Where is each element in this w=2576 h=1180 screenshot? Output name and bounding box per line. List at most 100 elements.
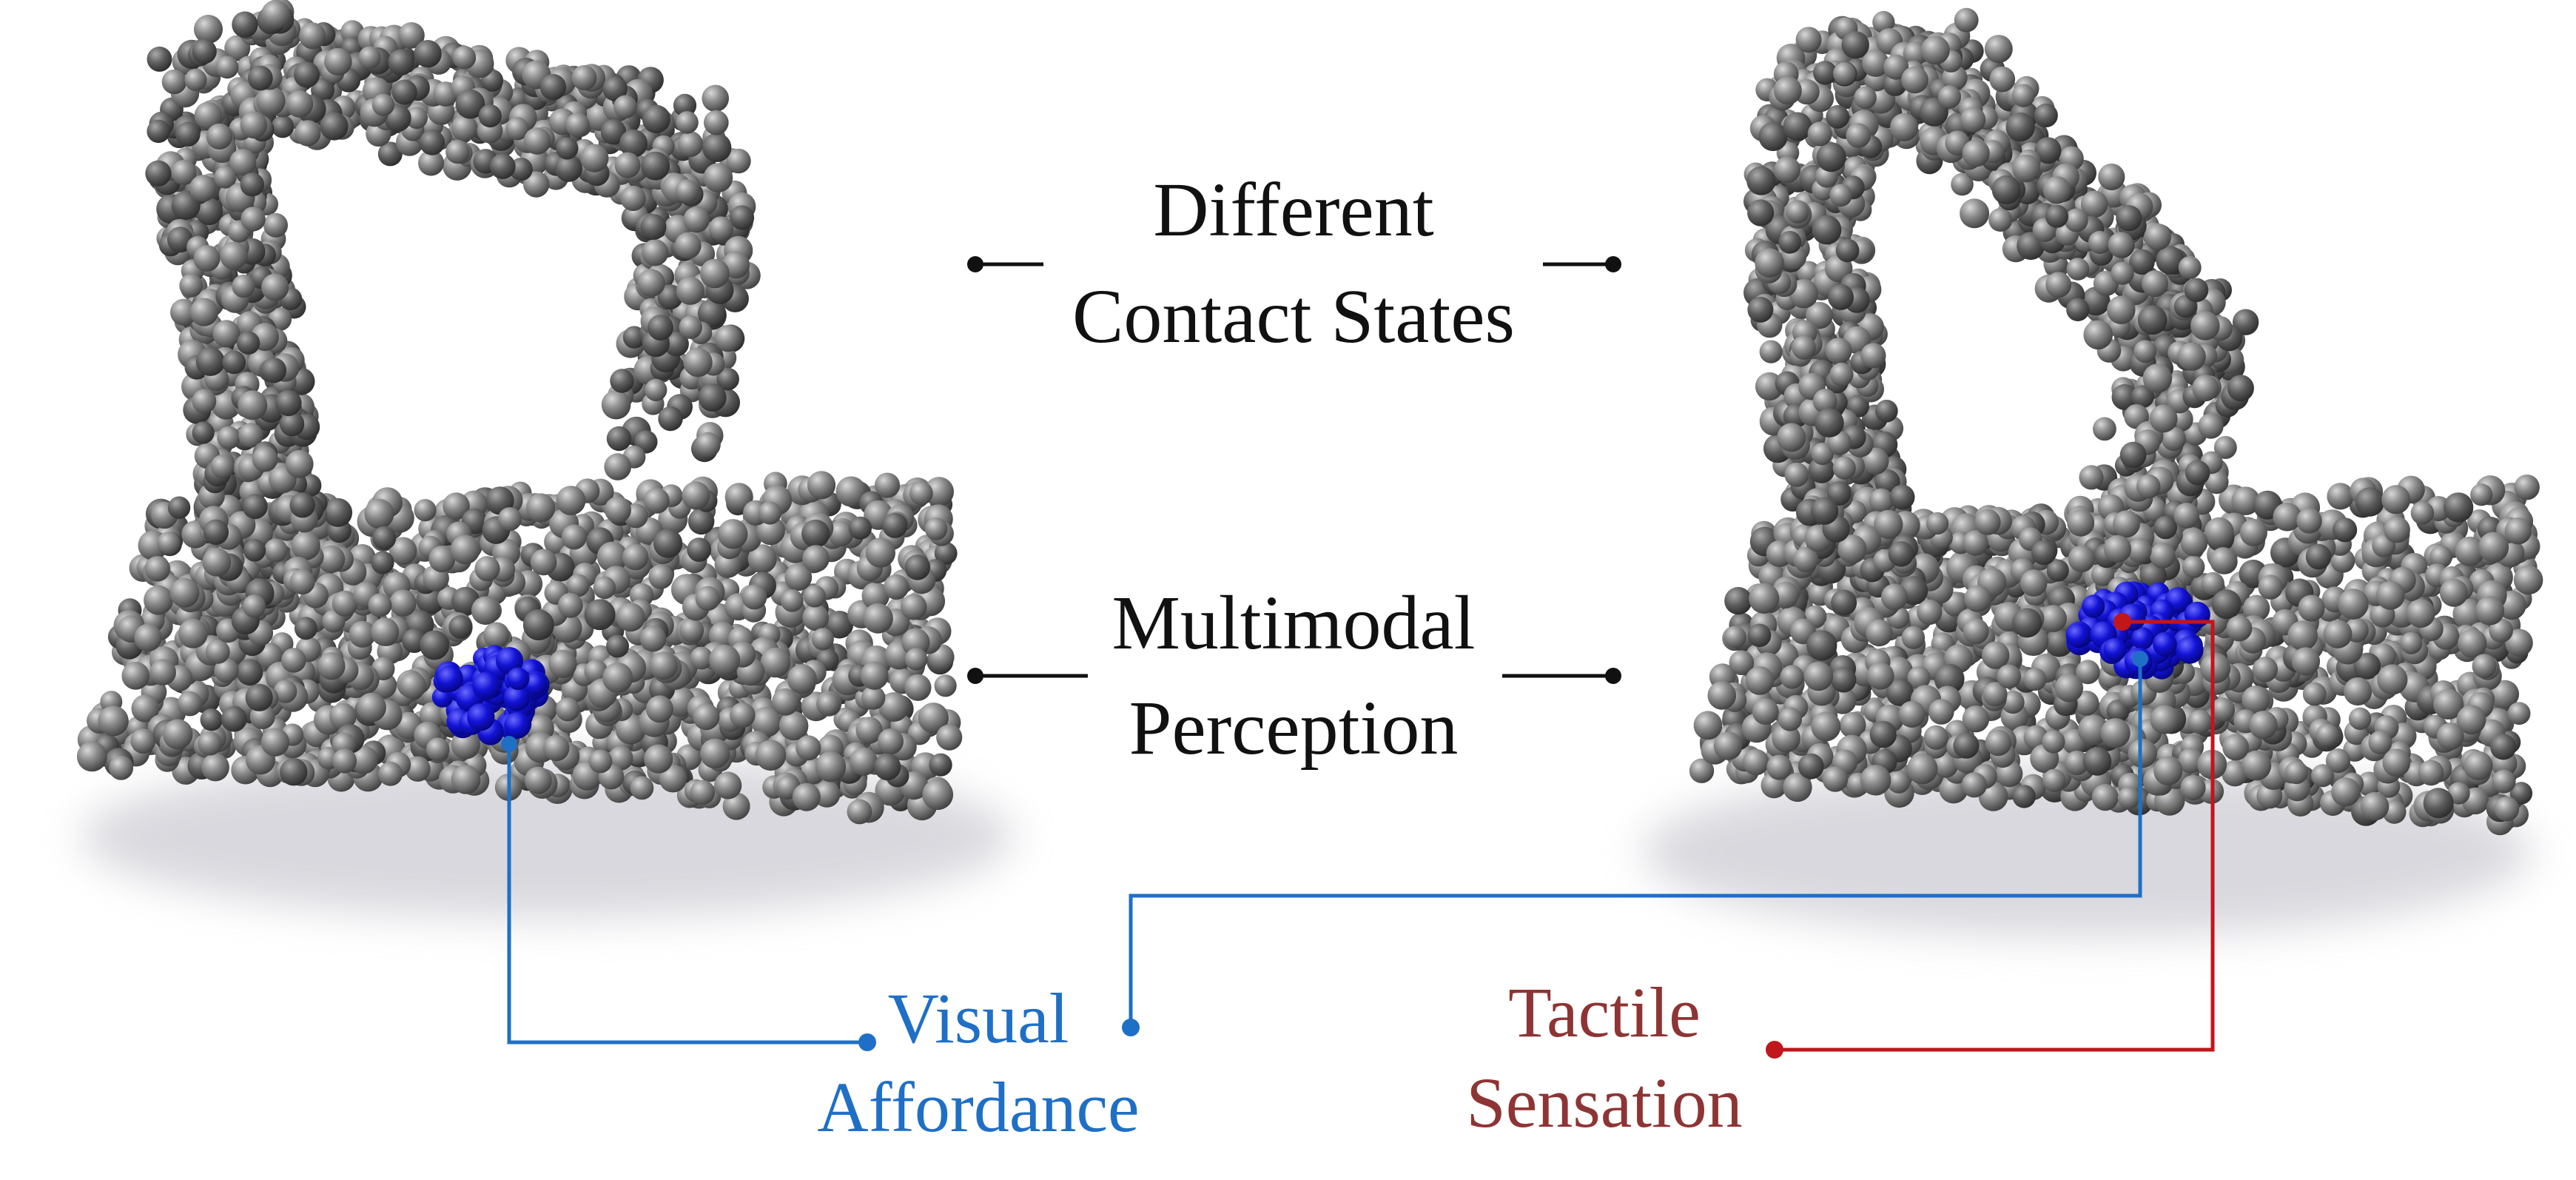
arm-particle (445, 139, 470, 164)
arm-particle (2137, 305, 2168, 335)
arm-particle (279, 412, 305, 437)
plate-particle (2377, 664, 2408, 695)
arm-particle (2182, 555, 2205, 578)
arm-particle (202, 547, 232, 577)
plate-particle (730, 702, 756, 728)
arm-particle (702, 84, 729, 113)
plate-particle (131, 694, 160, 723)
plate-particle (2353, 652, 2381, 680)
plate-particle (245, 683, 273, 711)
arm-particle (1837, 534, 1867, 564)
arm-particle (2088, 230, 2112, 255)
plate-particle (630, 776, 654, 800)
plate-particle (1693, 711, 1723, 740)
arm-particle (240, 111, 268, 139)
plate-particle (2504, 517, 2532, 545)
plate-particle (584, 660, 608, 683)
arm-particle (1758, 121, 1788, 152)
arm-particle (220, 241, 248, 270)
arm-particle (565, 113, 590, 137)
plate-particle (1866, 662, 1894, 690)
contact-particle (2176, 636, 2204, 664)
arm-particle (194, 15, 223, 44)
plate-particle (357, 692, 386, 723)
plate-particle (1887, 770, 1911, 794)
plate-particle (2201, 571, 2224, 596)
plate-particle (2355, 487, 2384, 517)
arm-particle (1860, 343, 1886, 369)
plate-particle (588, 749, 613, 774)
arm-particle (1774, 156, 1801, 184)
plate-particle (1689, 758, 1715, 783)
plate-particle (1985, 729, 2012, 757)
arm-particle (419, 130, 445, 155)
arm-particle (1962, 139, 1990, 167)
plate-particle (2323, 620, 2353, 648)
arm-particle (1811, 442, 1834, 466)
plate-particle (76, 741, 107, 772)
plate-particle (2433, 688, 2464, 720)
arm-particle (571, 65, 597, 90)
arm-particle (2012, 154, 2040, 183)
plate-particle (622, 543, 649, 571)
arm-particle (252, 446, 278, 472)
arm-particle (2045, 204, 2069, 228)
plate-particle (349, 745, 378, 774)
arm-particle (1989, 66, 2016, 93)
plate-particle (1898, 700, 1926, 728)
plate-particle (149, 659, 176, 685)
plate-particle (2023, 668, 2047, 691)
contact-label-line1: Different (1153, 167, 1433, 252)
arm-particle (2192, 375, 2219, 402)
arm-particle (1755, 248, 1784, 278)
tactile-dot-top (2113, 613, 2131, 631)
arm-particle (2116, 205, 2142, 232)
arm-particle (1951, 172, 1974, 196)
arm-particle (1875, 400, 1898, 423)
plate-particle (426, 737, 450, 761)
arm-particle (2108, 232, 2134, 258)
plate-particle (2042, 768, 2066, 793)
plate-particle (134, 623, 162, 652)
arm-particle (2149, 404, 2178, 433)
left-robot-arm (145, 0, 761, 643)
arm-particle (2184, 278, 2209, 303)
plate-particle (2513, 565, 2543, 595)
arm-particle (2005, 113, 2035, 142)
plate-particle (448, 615, 473, 639)
plate-particle (2153, 756, 2183, 785)
arm-particle (614, 152, 641, 178)
plate-particle (561, 524, 587, 550)
plate-particle (695, 586, 720, 611)
plate-particle (649, 651, 678, 680)
contact-label-line2: Contact States (1072, 274, 1515, 359)
plate-particle (214, 658, 239, 683)
plate-particle (428, 546, 456, 573)
plate-particle (1926, 512, 1949, 535)
right-robot-arm (1743, 7, 2259, 641)
arm-particle (189, 175, 217, 202)
plate-particle (693, 703, 720, 731)
arm-particle (2161, 426, 2186, 452)
contact-particle (436, 665, 463, 692)
arm-particle (2119, 441, 2147, 469)
arm-particle (195, 347, 225, 376)
plate-particle (2258, 574, 2283, 600)
plate-particle (659, 764, 687, 793)
plate-particle (530, 549, 557, 576)
contact-states-label: Different Contact States (967, 167, 1621, 359)
arm-particle (1784, 462, 1809, 487)
arm-particle (2173, 503, 2200, 529)
arm-particle (256, 86, 286, 115)
plate-particle (443, 492, 470, 520)
plate-particle (934, 674, 957, 697)
plate-particle (714, 771, 742, 799)
arm-particle (1960, 107, 1986, 133)
arm-particle (398, 22, 425, 49)
plate-particle (2074, 690, 2099, 716)
arm-particle (509, 158, 533, 181)
plate-particle (877, 728, 904, 755)
arm-particle (299, 22, 326, 50)
tactile-label-line1: Tactile (1508, 973, 1701, 1052)
plate-particle (1886, 678, 1914, 706)
